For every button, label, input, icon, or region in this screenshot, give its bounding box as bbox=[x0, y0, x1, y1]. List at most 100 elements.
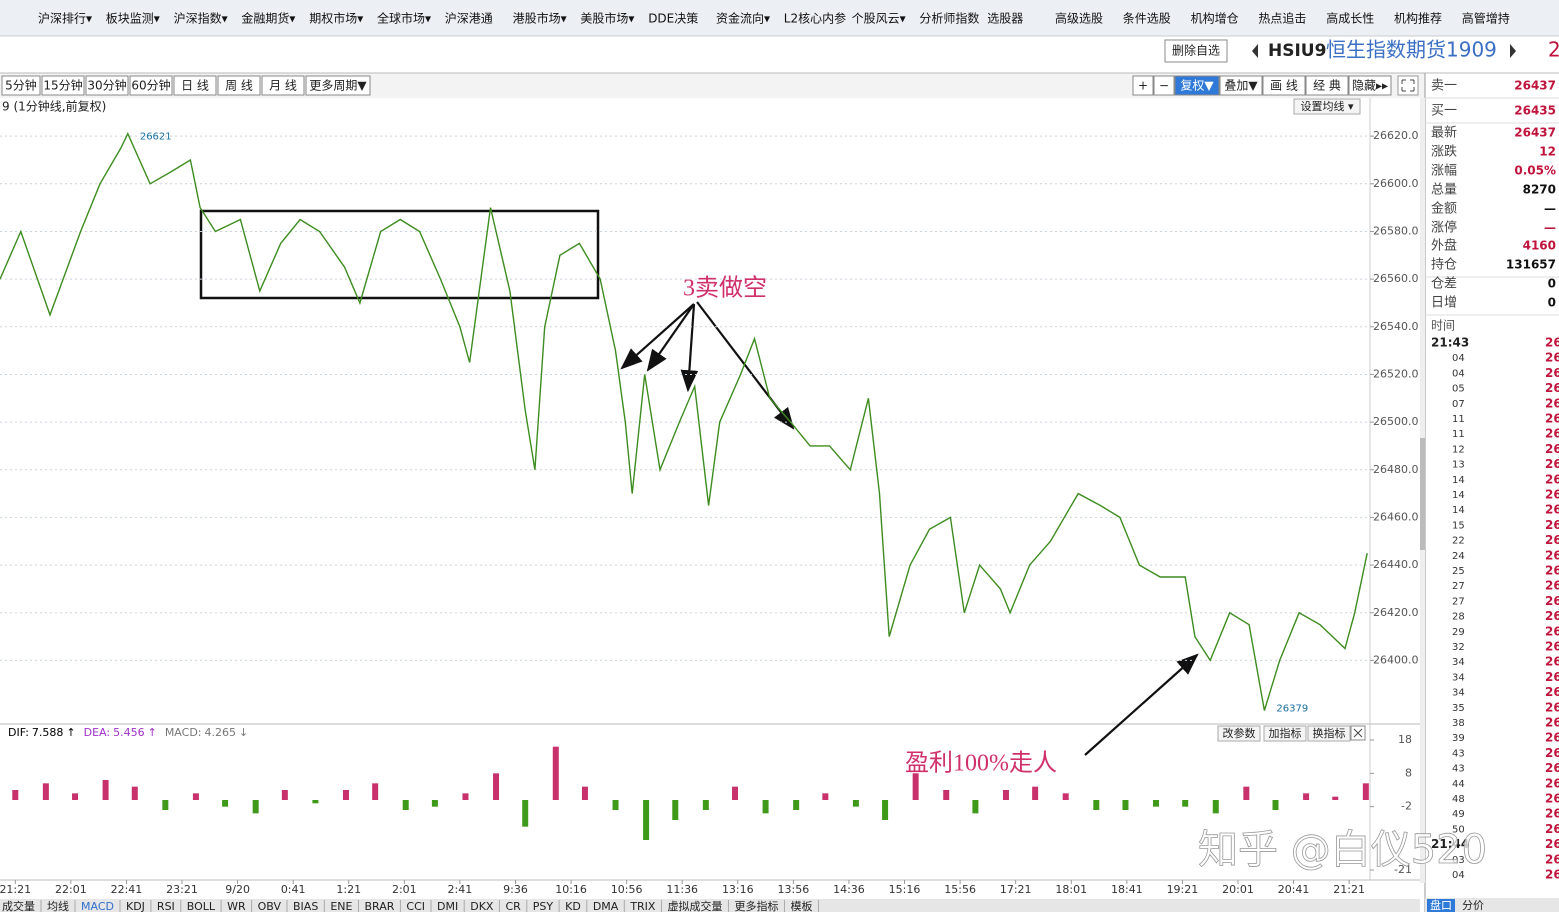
macd-bar bbox=[702, 800, 709, 810]
tool-button-label[interactable]: − bbox=[1159, 79, 1169, 93]
tool-button-label[interactable]: 叠加▼ bbox=[1224, 79, 1258, 93]
trade-time: 24 bbox=[1452, 551, 1465, 562]
indicator-tab[interactable]: WR bbox=[227, 900, 246, 912]
x-tick-label: 18:01 bbox=[1055, 883, 1087, 896]
trade-time: 35 bbox=[1452, 703, 1465, 714]
tool-button[interactable] bbox=[1174, 75, 1220, 96]
x-tick-label: 15:16 bbox=[889, 883, 921, 896]
indicator-button[interactable] bbox=[1307, 725, 1351, 742]
menu-item[interactable]: 机构增仓 bbox=[1191, 11, 1239, 26]
side-tab[interactable]: 盘口 bbox=[1430, 898, 1452, 912]
ma-button-label[interactable]: 设置均线 ▾ bbox=[1300, 99, 1353, 113]
indicator-tab[interactable]: CCI bbox=[406, 900, 425, 912]
tool-button[interactable] bbox=[1305, 75, 1349, 96]
macd-bar bbox=[672, 800, 679, 820]
indicator-button-label[interactable]: 换指标 bbox=[1313, 726, 1346, 740]
tool-button[interactable] bbox=[1132, 75, 1154, 96]
tool-button-label[interactable]: 复权▼ bbox=[1180, 79, 1214, 93]
menu-item[interactable]: 沪深排行▾ bbox=[38, 12, 92, 26]
menu-item[interactable]: 资金流向▾ bbox=[716, 11, 770, 26]
indicator-tab[interactable]: BIAS bbox=[293, 900, 318, 912]
tool-button[interactable] bbox=[1153, 75, 1175, 96]
macd-bar bbox=[1303, 793, 1310, 800]
menu-item[interactable]: 期权市场▾ bbox=[309, 11, 363, 26]
indicator-button[interactable] bbox=[1217, 725, 1261, 742]
period-button-label[interactable]: 30分钟 bbox=[87, 78, 126, 93]
period-button[interactable] bbox=[217, 75, 261, 96]
delete-button[interactable] bbox=[1164, 39, 1228, 63]
period-button[interactable] bbox=[85, 75, 129, 96]
tool-button[interactable] bbox=[1348, 75, 1392, 96]
menu-item[interactable]: 沪深指数▾ bbox=[174, 11, 228, 26]
macd-bar bbox=[12, 790, 19, 800]
macd-bar bbox=[1093, 800, 1100, 810]
period-button-label[interactable]: 60分钟 bbox=[131, 78, 170, 93]
menu-item[interactable]: DDE决策 bbox=[648, 12, 698, 26]
indicator-tab[interactable]: TRIX bbox=[629, 900, 656, 912]
period-button[interactable] bbox=[173, 75, 217, 96]
indicator-tab[interactable]: KDJ bbox=[126, 900, 145, 912]
menu-item[interactable]: 高级选股 bbox=[1055, 11, 1103, 26]
indicator-button-label[interactable]: 改参数 bbox=[1223, 726, 1256, 740]
menu-item[interactable]: 条件选股 bbox=[1123, 12, 1171, 26]
menu-item[interactable]: 全球市场▾ bbox=[377, 11, 431, 26]
tool-button-label[interactable]: 画 线 bbox=[1270, 79, 1298, 93]
tool-button[interactable] bbox=[1262, 75, 1306, 96]
period-button[interactable] bbox=[41, 75, 85, 96]
indicator-tab[interactable]: BRAR bbox=[364, 900, 394, 912]
period-button-label[interactable]: 15分钟 bbox=[43, 78, 82, 93]
menu-item[interactable]: 高管增持 bbox=[1462, 11, 1510, 26]
menu-item[interactable]: 美股市场▾ bbox=[580, 11, 634, 26]
period-button-label[interactable]: 5分钟 bbox=[5, 78, 37, 93]
menu-item[interactable]: 沪深港通 bbox=[445, 12, 493, 26]
close-icon[interactable] bbox=[1353, 728, 1363, 738]
period-button-label[interactable]: 周 线 bbox=[225, 79, 253, 93]
period-button[interactable] bbox=[305, 75, 371, 96]
period-button-label[interactable]: 月 线 bbox=[269, 79, 297, 93]
indicator-button-label[interactable]: 加指标 bbox=[1269, 726, 1302, 740]
tool-button[interactable] bbox=[1219, 75, 1263, 96]
indicator-tab[interactable]: DKX bbox=[470, 900, 494, 912]
tool-button-label[interactable]: 经 典 bbox=[1313, 79, 1341, 93]
indicator-tab[interactable]: RSI bbox=[157, 900, 175, 912]
indicator-tab[interactable]: OBV bbox=[258, 900, 282, 912]
trade-price: 26 bbox=[1545, 336, 1559, 350]
prev-icon[interactable] bbox=[1252, 44, 1258, 58]
indicator-tab[interactable]: MACD bbox=[81, 900, 114, 912]
period-button-label[interactable]: 日 线 bbox=[181, 79, 209, 93]
menu-item[interactable]: 热点追击 bbox=[1258, 11, 1306, 26]
side-tab-active[interactable] bbox=[1427, 899, 1455, 912]
tool-button-label[interactable]: + bbox=[1138, 79, 1148, 93]
indicator-tab[interactable]: DMA bbox=[593, 900, 619, 912]
menu-item[interactable]: 分析师指数 bbox=[919, 11, 979, 26]
indicator-tab[interactable]: CR bbox=[505, 900, 521, 912]
menu-item[interactable]: 高成长性 bbox=[1326, 11, 1374, 26]
menu-item[interactable]: 金融期货▾ bbox=[241, 11, 295, 26]
side-tab[interactable]: 分价 bbox=[1462, 899, 1484, 912]
menu-item[interactable]: 个股风云▾ bbox=[852, 12, 906, 26]
period-button[interactable] bbox=[129, 75, 173, 96]
indicator-tab[interactable]: 模板 bbox=[790, 899, 812, 912]
indicator-tab[interactable]: PSY bbox=[533, 900, 554, 912]
indicator-tab[interactable]: BOLL bbox=[187, 900, 216, 912]
indicator-tab[interactable]: 更多指标 bbox=[734, 899, 778, 912]
indicator-tab[interactable]: 成交量 bbox=[2, 899, 35, 912]
period-button[interactable] bbox=[1, 75, 41, 96]
delete-button-label[interactable]: 删除自选 bbox=[1172, 43, 1220, 58]
ma-button[interactable] bbox=[1293, 98, 1361, 115]
indicator-tab[interactable]: ENE bbox=[330, 900, 352, 912]
next-icon[interactable] bbox=[1510, 44, 1516, 58]
indicator-tab[interactable]: 均线 bbox=[47, 899, 69, 912]
menu-item[interactable]: 板块监测▾ bbox=[106, 12, 160, 26]
menu-item[interactable]: 机构推荐 bbox=[1394, 11, 1442, 26]
menu-item[interactable]: 港股市场▾ bbox=[513, 11, 567, 26]
period-button[interactable] bbox=[261, 75, 305, 96]
menu-item[interactable]: 选股器 bbox=[987, 12, 1023, 26]
menu-item[interactable]: L2核心内参 bbox=[784, 11, 846, 26]
indicator-tab[interactable]: 虚拟成交量 bbox=[667, 899, 722, 912]
indicator-tab[interactable]: DMI bbox=[437, 900, 458, 912]
tool-button-label[interactable]: 隐藏▸▸ bbox=[1352, 79, 1388, 93]
indicator-button[interactable] bbox=[1263, 725, 1307, 742]
indicator-tab[interactable]: KD bbox=[565, 900, 581, 912]
period-button-label[interactable]: 更多周期▼ bbox=[309, 79, 367, 93]
